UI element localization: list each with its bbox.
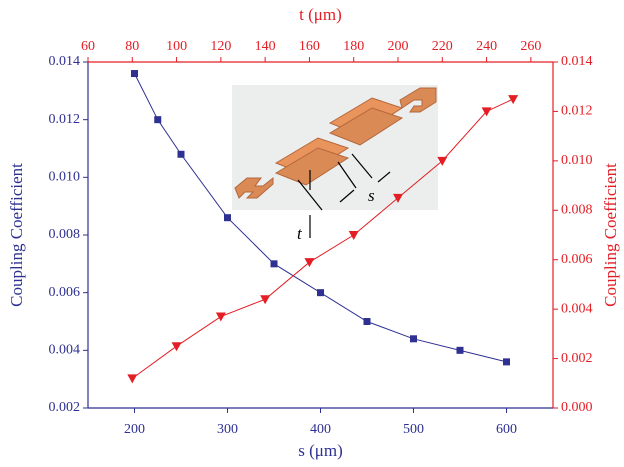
x2-tick-label: 80 <box>125 39 139 54</box>
marker <box>131 70 138 78</box>
marker <box>363 318 371 325</box>
x2-tick-label: 100 <box>166 39 187 54</box>
inset-label: t <box>297 224 303 243</box>
marker <box>224 214 231 222</box>
marker <box>410 335 417 343</box>
marker <box>215 312 226 322</box>
y2-tick-label: 0.014 <box>561 54 593 69</box>
y2-tick-label: 0.002 <box>561 351 593 366</box>
x2-tick-label: 220 <box>432 39 453 54</box>
y-tick-label: 0.004 <box>49 343 81 358</box>
x2-tick-label: 180 <box>343 39 364 54</box>
y-tick-label: 0.012 <box>49 112 81 127</box>
inset-label: s <box>368 186 375 205</box>
y-tick-label: 0.014 <box>49 54 81 69</box>
y-axis-label: Coupling Coefficient <box>7 163 26 307</box>
x2-tick-label: 60 <box>81 39 95 54</box>
marker <box>456 346 464 354</box>
marker <box>317 289 324 297</box>
x-axis-label: s (μm) <box>298 441 343 460</box>
x2-tick-label: 240 <box>476 39 497 54</box>
marker <box>481 107 492 117</box>
x2-tick-label: 200 <box>388 39 409 54</box>
x-tick-label: 200 <box>124 422 145 437</box>
series-line <box>134 73 507 363</box>
marker <box>503 358 510 366</box>
marker <box>304 258 315 268</box>
y-tick-label: 0.010 <box>49 170 81 185</box>
marker <box>260 295 271 305</box>
y-tick-label: 0.006 <box>49 285 81 300</box>
y-tick-label: 0.002 <box>49 400 81 415</box>
x-tick-label: 500 <box>403 422 424 437</box>
series-line <box>131 98 514 379</box>
x2-tick-label: 160 <box>299 39 320 54</box>
marker <box>127 374 138 384</box>
marker <box>154 116 162 124</box>
x2-tick-label: 140 <box>255 39 276 54</box>
x-tick-label: 600 <box>496 422 517 437</box>
y-tick-label: 0.008 <box>49 227 81 242</box>
x2-tick-label: 120 <box>210 39 231 54</box>
marker <box>270 260 278 268</box>
y2-tick-label: 0.010 <box>561 153 593 168</box>
marker <box>508 95 519 105</box>
x2-axis-label: t (μm) <box>299 5 342 24</box>
y2-tick-label: 0.012 <box>561 104 593 119</box>
marker <box>393 193 403 203</box>
y2-tick-label: 0.008 <box>561 203 593 218</box>
y2-tick-label: 0.000 <box>561 400 593 415</box>
inset: t s <box>232 85 438 243</box>
x2-tick-label: 260 <box>520 39 541 54</box>
y2-tick-label: 0.006 <box>561 252 593 267</box>
marker <box>348 231 359 240</box>
marker <box>177 150 185 158</box>
x-tick-label: 300 <box>217 422 238 437</box>
y2-axis-label: Coupling Coefficient <box>601 163 620 307</box>
y2-tick-label: 0.004 <box>561 301 593 316</box>
marker <box>171 342 182 352</box>
x-tick-label: 400 <box>310 422 331 437</box>
marker <box>437 156 448 166</box>
